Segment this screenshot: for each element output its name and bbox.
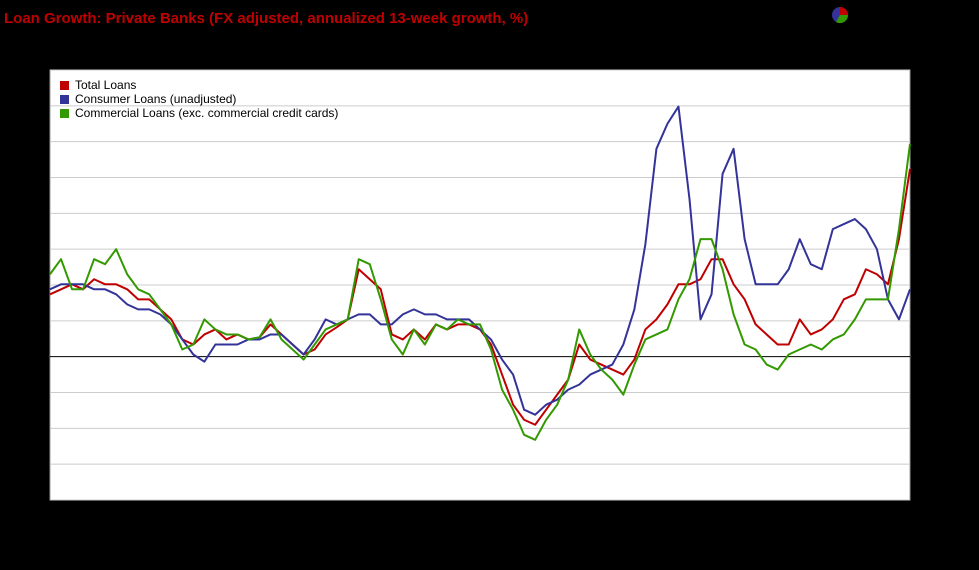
legend-swatch: [60, 95, 69, 104]
legend-label: Commercial Loans (exc. commercial credit…: [75, 106, 338, 120]
legend-swatch: [60, 109, 69, 118]
y-tick-label: 15: [31, 241, 45, 255]
y-tick-label: -15: [27, 456, 45, 470]
series-line: [49, 143, 911, 441]
y-tick-label: 40: [31, 62, 45, 76]
y-tick-label: 0: [37, 349, 44, 363]
y-tick-label: 5: [37, 313, 44, 327]
y-tick-label: 35: [31, 98, 45, 112]
y-tick-label: -20: [27, 492, 45, 506]
legend-label: Consumer Loans (unadjusted): [75, 92, 236, 106]
y-tick-label: 10: [31, 277, 45, 291]
pie-icon: [832, 7, 849, 24]
y-tick-label: -5: [33, 385, 44, 399]
y-tick-label: 20: [31, 206, 45, 220]
y-tick-label: 30: [31, 134, 45, 148]
y-tick-label: 25: [31, 170, 45, 184]
y-tick-label: -10: [27, 421, 45, 435]
legend-swatch: [60, 81, 69, 90]
legend-label: Total Loans: [75, 78, 136, 92]
chart-title: Loan Growth: Private Banks (FX adjusted,…: [4, 10, 528, 27]
series-line: [49, 105, 911, 416]
